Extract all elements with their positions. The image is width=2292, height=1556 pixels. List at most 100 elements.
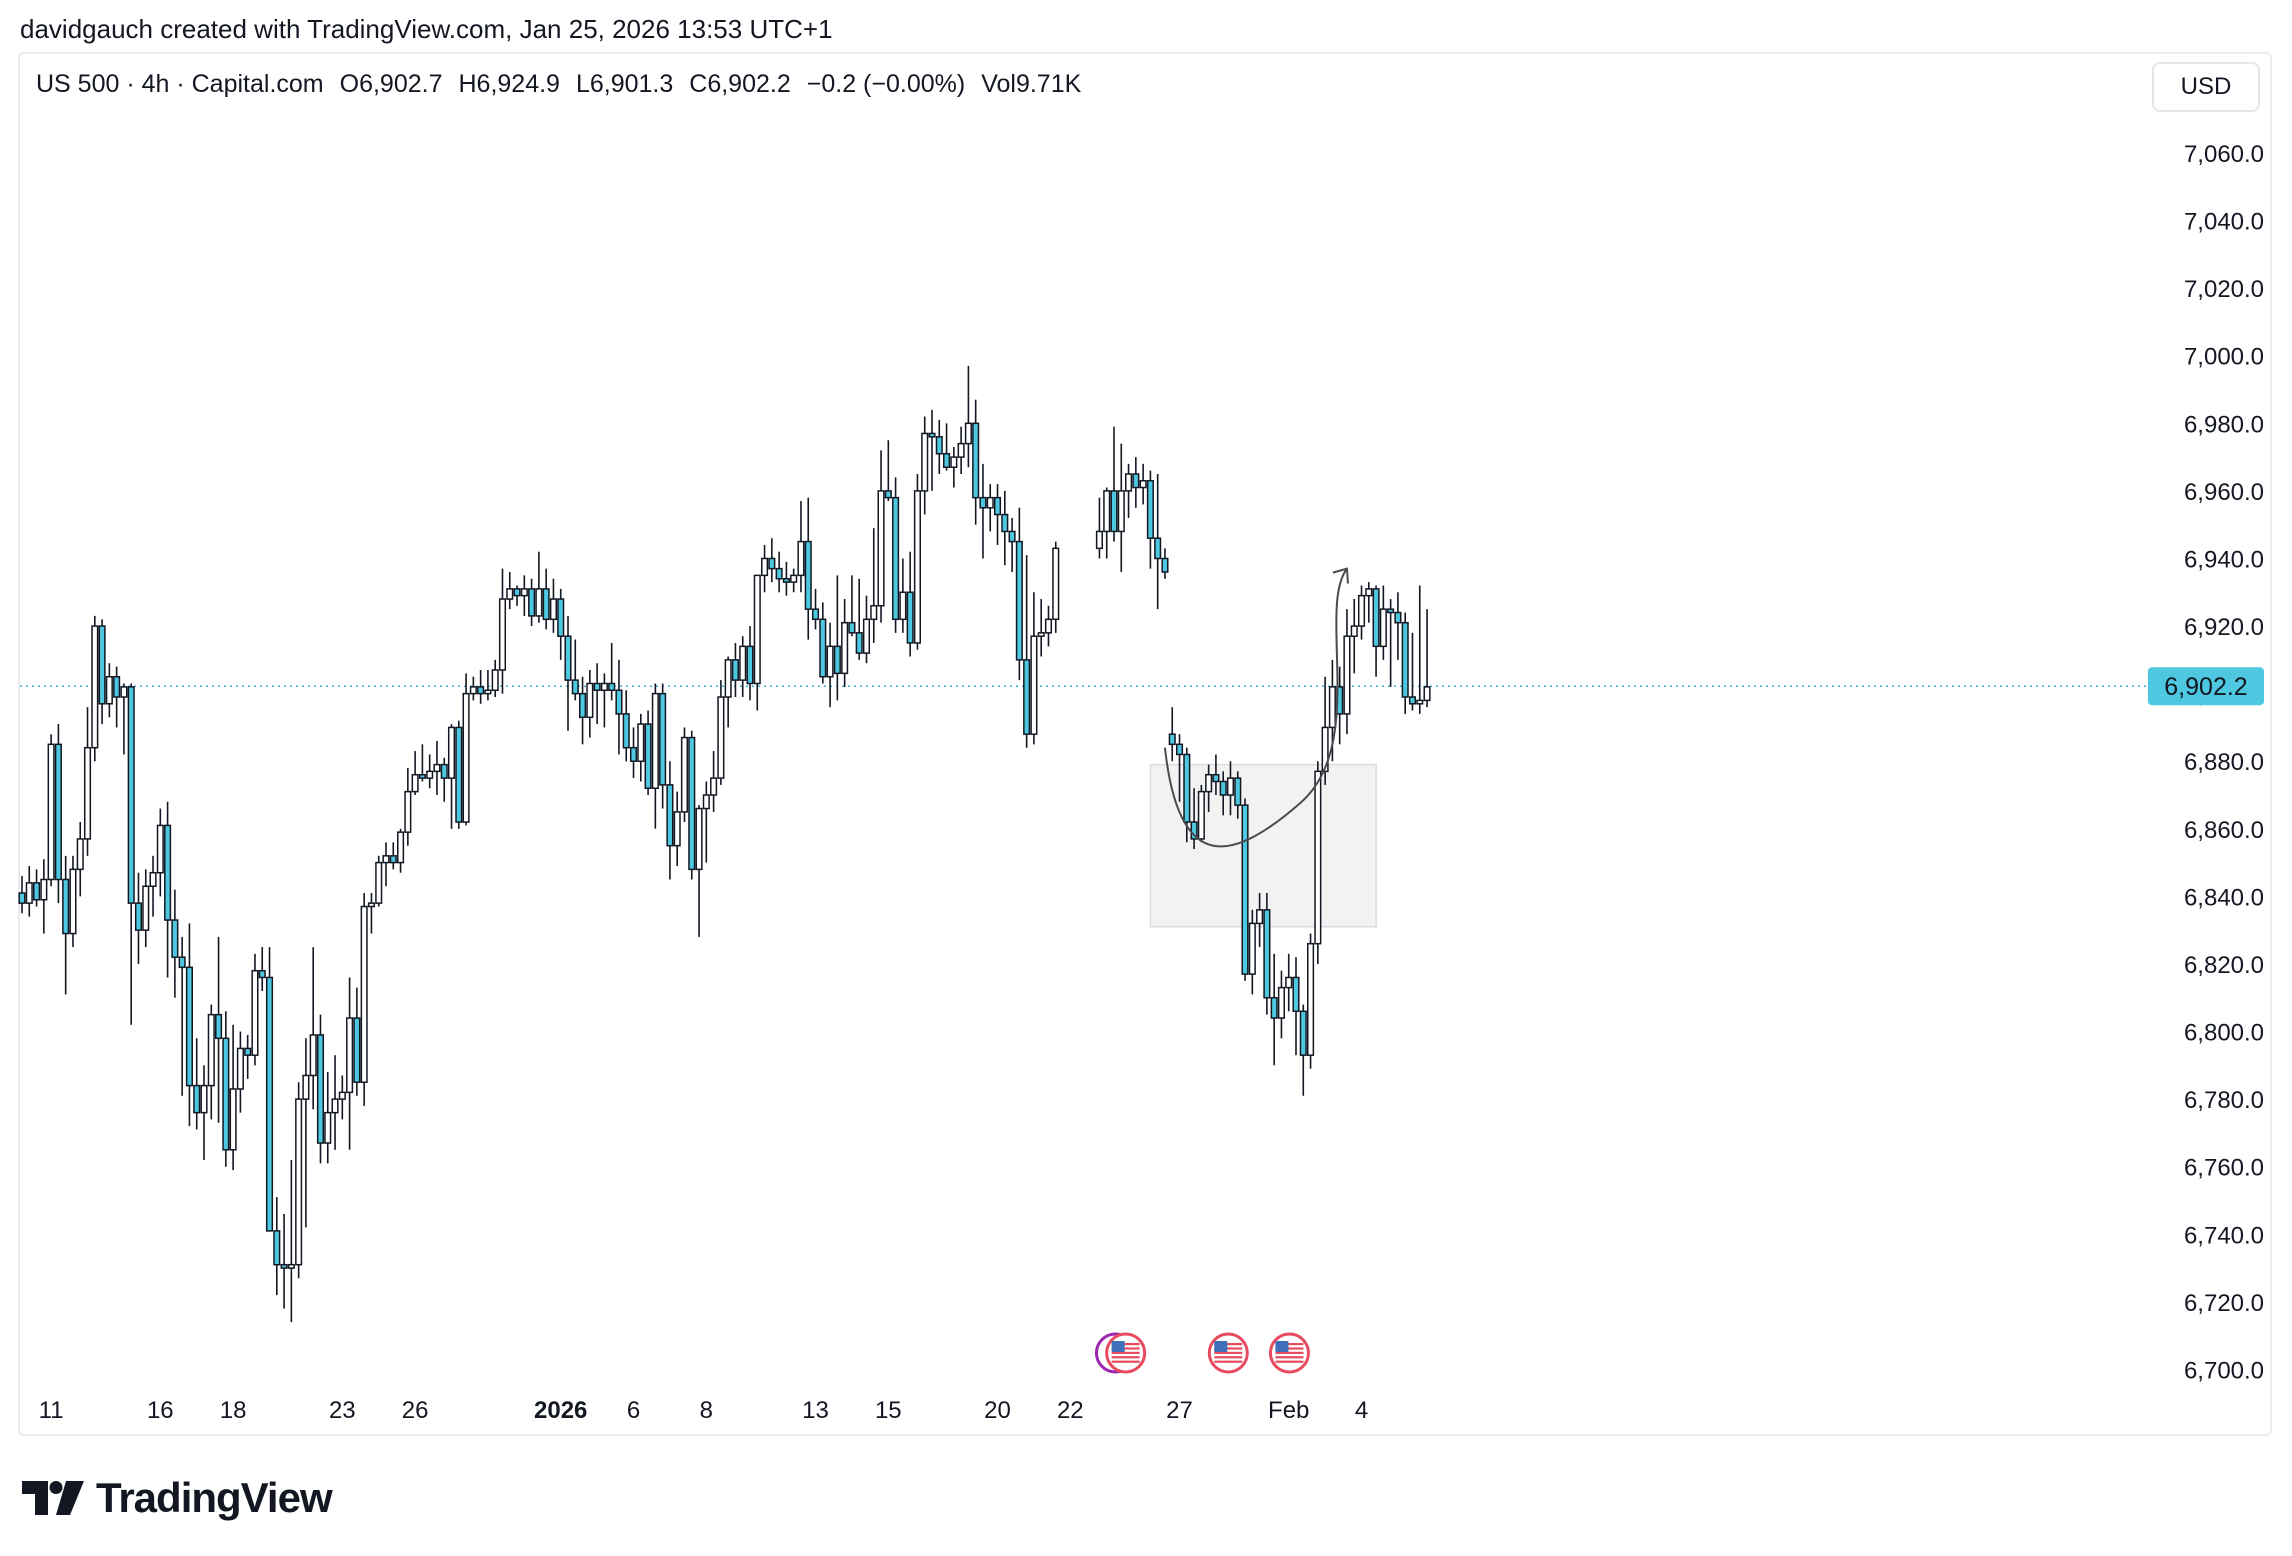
candle[interactable] bbox=[338, 1075, 346, 1120]
candle[interactable] bbox=[98, 619, 106, 725]
candle[interactable] bbox=[1285, 953, 1293, 1012]
candle[interactable] bbox=[360, 893, 368, 1106]
candle[interactable] bbox=[236, 1031, 244, 1113]
candle[interactable] bbox=[782, 561, 790, 596]
candle[interactable] bbox=[1168, 707, 1176, 762]
candle[interactable] bbox=[884, 440, 892, 502]
candle[interactable] bbox=[862, 595, 871, 664]
candle[interactable] bbox=[1212, 754, 1220, 796]
candle[interactable] bbox=[811, 588, 820, 630]
candle[interactable] bbox=[629, 727, 638, 779]
candle[interactable] bbox=[1030, 592, 1038, 745]
candle[interactable] bbox=[753, 574, 761, 711]
candle[interactable] bbox=[418, 744, 426, 782]
candle[interactable] bbox=[695, 805, 703, 937]
candle[interactable] bbox=[659, 683, 667, 809]
candle[interactable] bbox=[295, 1082, 303, 1279]
legend-symbol[interactable]: US 500 · 4h · Capital.com bbox=[36, 70, 324, 98]
candle[interactable] bbox=[644, 710, 652, 796]
candle[interactable] bbox=[491, 659, 499, 698]
candle[interactable] bbox=[717, 680, 725, 785]
candle[interactable] bbox=[1256, 893, 1264, 948]
candle[interactable] bbox=[1190, 788, 1198, 850]
candle[interactable] bbox=[1052, 541, 1060, 633]
candle[interactable] bbox=[1023, 555, 1031, 748]
candle[interactable] bbox=[404, 767, 412, 846]
candle[interactable] bbox=[637, 713, 645, 782]
candle[interactable] bbox=[91, 615, 99, 762]
candle[interactable] bbox=[33, 869, 41, 907]
candle[interactable] bbox=[1270, 953, 1278, 1066]
candle[interactable] bbox=[993, 484, 1002, 545]
candle[interactable] bbox=[69, 855, 77, 948]
candle[interactable] bbox=[127, 683, 135, 1025]
candle[interactable] bbox=[1241, 798, 1249, 981]
candle[interactable] bbox=[535, 551, 543, 623]
candle[interactable] bbox=[433, 740, 441, 796]
candle[interactable] bbox=[40, 859, 48, 934]
candle[interactable] bbox=[855, 578, 863, 660]
candle[interactable] bbox=[222, 1011, 230, 1167]
candle[interactable] bbox=[943, 423, 951, 471]
candle[interactable] bbox=[1001, 490, 1009, 566]
candle[interactable] bbox=[1234, 771, 1242, 819]
candle[interactable] bbox=[739, 636, 747, 698]
candle[interactable] bbox=[899, 558, 907, 633]
candle[interactable] bbox=[819, 602, 827, 684]
candle[interactable] bbox=[549, 578, 557, 633]
candle[interactable] bbox=[1110, 426, 1118, 542]
candle[interactable] bbox=[979, 463, 987, 559]
candle[interactable] bbox=[1394, 592, 1402, 660]
candle[interactable] bbox=[848, 575, 856, 637]
candle[interactable] bbox=[826, 622, 834, 708]
candle[interactable] bbox=[870, 528, 878, 643]
candle[interactable] bbox=[666, 761, 674, 880]
candle[interactable] bbox=[193, 1038, 201, 1130]
candle[interactable] bbox=[1205, 764, 1213, 812]
candle[interactable] bbox=[1372, 585, 1380, 677]
candle[interactable] bbox=[797, 501, 805, 593]
candle[interactable] bbox=[469, 676, 477, 701]
candle[interactable] bbox=[273, 1197, 281, 1296]
candle[interactable] bbox=[1357, 585, 1366, 640]
candle[interactable] bbox=[528, 578, 536, 627]
candle[interactable] bbox=[1139, 463, 1147, 505]
candle[interactable] bbox=[1423, 609, 1431, 708]
candle[interactable] bbox=[579, 676, 587, 745]
candle[interactable] bbox=[1314, 761, 1322, 964]
candle[interactable] bbox=[921, 416, 929, 515]
candle[interactable] bbox=[688, 730, 696, 880]
candle[interactable] bbox=[775, 551, 783, 593]
us-flag-icon[interactable] bbox=[1207, 1332, 1249, 1374]
candle[interactable] bbox=[185, 923, 193, 1127]
candle[interactable] bbox=[113, 666, 121, 728]
candle[interactable] bbox=[397, 828, 405, 873]
candle[interactable] bbox=[389, 842, 397, 870]
candle[interactable] bbox=[142, 869, 150, 948]
candle[interactable] bbox=[156, 808, 164, 897]
candle[interactable] bbox=[309, 947, 317, 1110]
candle[interactable] bbox=[972, 399, 980, 525]
candle[interactable] bbox=[1299, 1004, 1307, 1096]
candle[interactable] bbox=[1095, 497, 1103, 559]
candle[interactable] bbox=[1379, 585, 1387, 660]
candle[interactable] bbox=[1408, 632, 1417, 711]
candle[interactable] bbox=[83, 707, 92, 856]
candle[interactable] bbox=[680, 727, 689, 823]
candle[interactable] bbox=[25, 865, 33, 917]
candle[interactable] bbox=[1146, 470, 1154, 569]
us-flag-icon[interactable] bbox=[1105, 1332, 1147, 1374]
candle[interactable] bbox=[215, 936, 223, 1123]
candle[interactable] bbox=[455, 720, 463, 829]
candle[interactable] bbox=[1117, 443, 1125, 572]
candle[interactable] bbox=[833, 575, 841, 701]
candle[interactable] bbox=[746, 626, 754, 701]
candle[interactable] bbox=[651, 683, 659, 829]
candle[interactable] bbox=[1263, 893, 1271, 1015]
candle[interactable] bbox=[1292, 957, 1300, 1056]
candle[interactable] bbox=[1248, 909, 1256, 995]
candle[interactable] bbox=[353, 987, 361, 1096]
candle[interactable] bbox=[964, 365, 972, 468]
candle[interactable] bbox=[134, 872, 143, 964]
